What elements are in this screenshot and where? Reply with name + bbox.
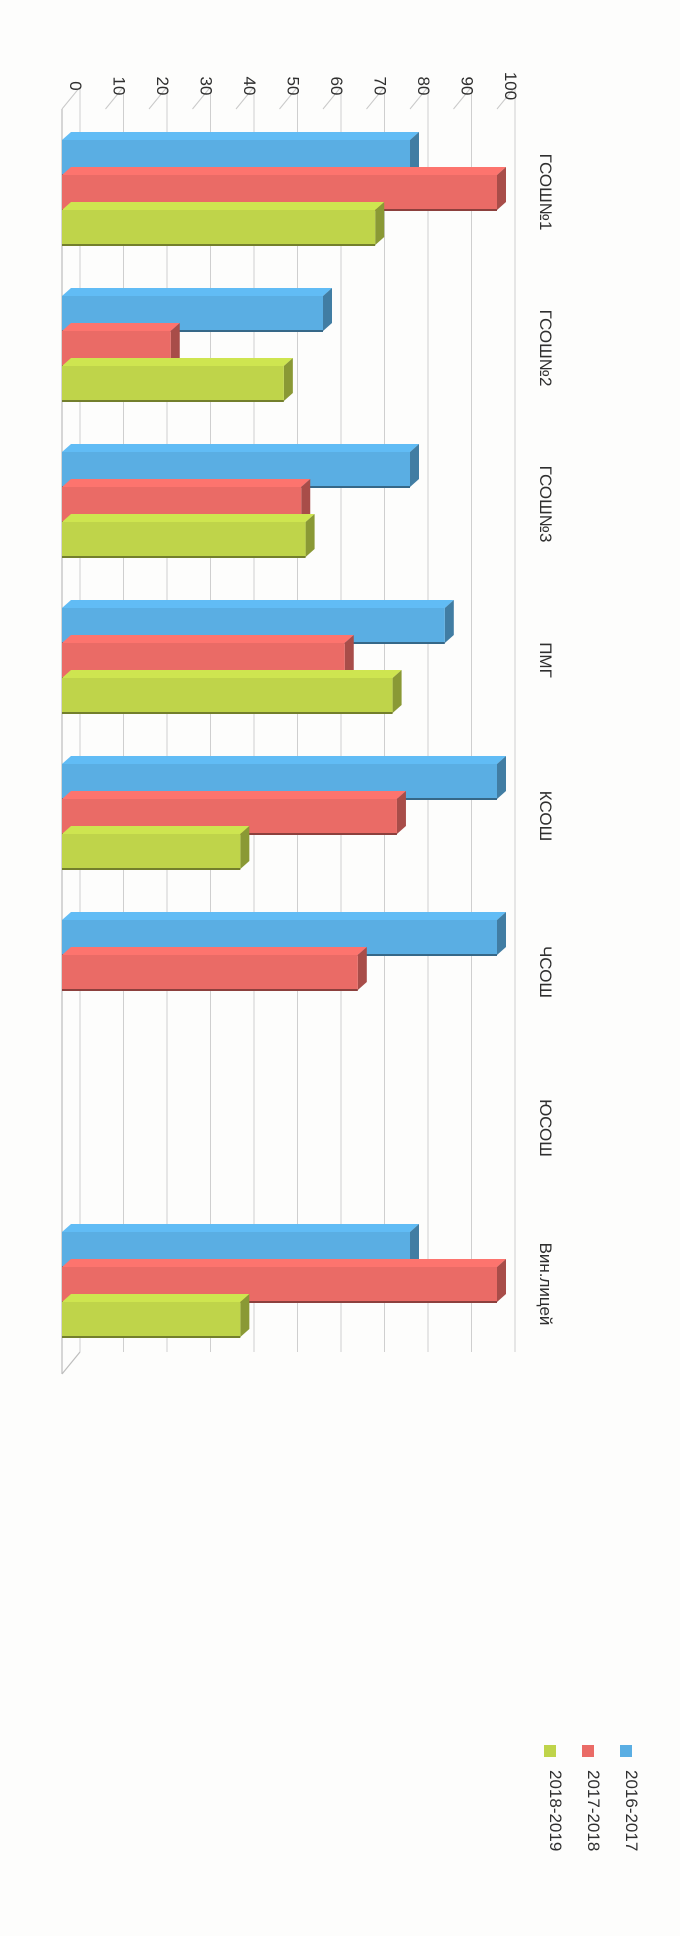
bar-end-face: [305, 514, 315, 557]
bar-top-face: [62, 358, 293, 366]
tick-label: 50: [284, 77, 303, 96]
gridline-slant: [148, 86, 168, 110]
bar-top-face: [62, 756, 506, 764]
bar-end-face: [375, 202, 385, 245]
bar-end-face: [497, 1259, 506, 1302]
bar-end-face: [323, 288, 332, 331]
category-label: ГСОШ№2: [536, 310, 555, 387]
bars: [62, 132, 506, 1338]
category-label: ГСОШ№1: [536, 154, 555, 231]
bar-top-face: [62, 323, 180, 331]
tick-label: 80: [414, 77, 433, 96]
bar-end-face: [357, 947, 367, 990]
bar-end-face: [410, 132, 419, 175]
tick-label: 10: [110, 77, 129, 96]
gridline-slant: [322, 86, 342, 110]
bar-end-face: [240, 826, 250, 869]
category-axis: ГСОШ№1 ГСОШ№2 ГСОШ№3 ПМГ КСОШ ЧСОШ ЮСОШ Вин.лиц…: [536, 154, 555, 1326]
gridline-slant: [105, 86, 124, 110]
bar-end-face: [170, 323, 180, 366]
bar-end-face: [240, 1294, 250, 1337]
tick-label: 100: [501, 72, 520, 100]
bar-top-face: [62, 514, 315, 522]
tick-label: 30: [197, 77, 216, 96]
bar-end-face: [497, 912, 506, 955]
bar-top-face: [62, 826, 250, 834]
gridline-slant: [496, 86, 516, 110]
bar-top-face: [62, 670, 402, 678]
bar: [62, 522, 306, 557]
legend-swatch: [582, 1745, 594, 1757]
category-label: ПМГ: [536, 642, 555, 678]
bar-top-face: [62, 912, 506, 920]
bar: [62, 210, 376, 245]
bar-top-face: [62, 479, 311, 487]
bar-end-face: [301, 479, 311, 522]
bar: [62, 834, 241, 869]
bar-end-face: [392, 670, 402, 713]
legend-swatch: [620, 1745, 632, 1757]
gridline-slant: [235, 86, 255, 110]
bar: [62, 955, 358, 990]
category-label: ЧСОШ: [536, 946, 555, 998]
gridline-slant: [192, 86, 211, 110]
tick-label: 70: [371, 77, 390, 96]
bar-end-face: [497, 167, 506, 210]
bar-top-face: [62, 132, 419, 140]
bar-top-face: [62, 1294, 250, 1302]
bar-top-face: [62, 600, 454, 608]
bar-top-face: [62, 288, 332, 296]
category-label: Вин.лицей: [536, 1243, 555, 1326]
bar-top-face: [62, 635, 354, 643]
tick-label: 20: [153, 77, 172, 96]
legend-label: 2018-2019: [546, 1770, 565, 1851]
gridline-slant: [453, 86, 472, 110]
bar-end-face: [283, 358, 293, 401]
bar-top-face: [62, 167, 506, 175]
bar-end-face: [497, 756, 506, 799]
category-label: КСОШ: [536, 791, 555, 841]
legend-swatch: [544, 1745, 556, 1757]
bar-top-face: [62, 1224, 419, 1232]
tick-label: 0: [66, 81, 85, 90]
category-label: ГСОШ№3: [536, 466, 555, 543]
bar-top-face: [62, 1259, 506, 1267]
tick-label: 40: [240, 77, 259, 96]
legend-label: 2016-2017: [622, 1770, 641, 1851]
tick-label: 90: [458, 77, 477, 96]
bar-end-face: [344, 635, 354, 678]
bar-top-face: [62, 791, 406, 799]
gridline-slant: [279, 86, 298, 110]
gridline-slant: [409, 86, 429, 110]
gridline-slant: [366, 86, 385, 110]
legend: 2016-2017 2017-2018 2018-2019: [544, 1745, 641, 1851]
bar: [62, 678, 393, 713]
value-axis-ticks: 0 10 20 30 40 50 60 70 80 90 100: [66, 72, 520, 100]
bar-top-face: [62, 202, 385, 210]
gridline-slant: [61, 86, 81, 110]
category-label: ЮСОШ: [536, 1099, 555, 1157]
bar: [62, 366, 284, 401]
bar-end-face: [444, 600, 454, 643]
chart-rotated-body: 0 10 20 30 40 50 60 70 80 90 100 ГСОШ№1ГСОШ№2ГСОШ№…: [61, 72, 641, 1851]
legend-label: 2017-2018: [584, 1770, 603, 1851]
bar: [62, 1302, 241, 1337]
bar-top-face: [62, 947, 367, 955]
bar-end-face: [396, 791, 406, 834]
bar-end-face: [410, 1224, 419, 1267]
bar-top-face: [62, 444, 419, 452]
tick-label: 60: [327, 77, 346, 96]
bar-end-face: [410, 444, 419, 487]
axis-corner: [61, 1351, 81, 1375]
